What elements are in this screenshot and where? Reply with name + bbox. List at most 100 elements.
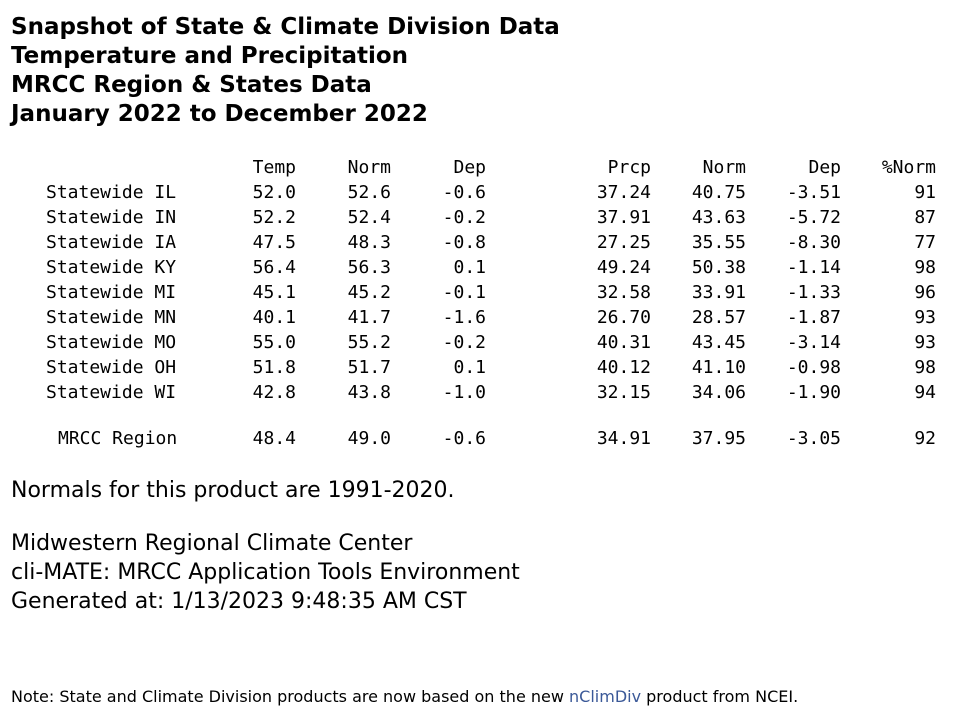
cell-temp: 45.1 <box>252 282 296 303</box>
cell-temp: 47.5 <box>252 232 296 253</box>
cell-temp: 52.2 <box>252 207 296 228</box>
title-line-4: January 2022 to December 2022 <box>11 101 428 127</box>
header-pct-norm: %Norm <box>881 157 936 178</box>
table-row: Statewide OH 51.8 51.7 0.1 40.12 41.10 -0.98 98 <box>0 355 968 380</box>
header-prcp: Prcp <box>607 157 651 178</box>
cell-prcp: 26.70 <box>596 307 651 328</box>
cell-temp: 55.0 <box>252 332 296 353</box>
table-row: Statewide IN 52.2 52.4 -0.2 37.91 43.63 -5.72 8… <box>0 205 968 230</box>
cell-temp-dep: -0.8 <box>442 232 486 253</box>
note-suffix: product from NCEI. <box>641 687 799 706</box>
cell-temp-dep: 0.1 <box>453 257 486 278</box>
cell-prcp-norm: 34.06 <box>691 382 746 403</box>
cell-prcp-norm: 35.55 <box>691 232 746 253</box>
row-label: Statewide OH <box>46 357 177 378</box>
footer-line-2: cli-MATE: MRCC Application Tools Environ… <box>11 560 520 585</box>
cell-prcp: 37.24 <box>596 182 651 203</box>
table-row: Statewide MO 55.0 55.2 -0.2 40.31 43.45 -3.14 9… <box>0 330 968 355</box>
footer-line-1: Midwestern Regional Climate Center <box>11 531 413 556</box>
cell-pct-norm: 87 <box>914 207 936 228</box>
cell-prcp-dep: -8.30 <box>786 232 841 253</box>
cell-prcp-norm: 43.63 <box>691 207 746 228</box>
table-row: Statewide WI 42.8 43.8 -1.0 32.15 34.06 -1.90 9… <box>0 380 968 405</box>
row-label: Statewide IA <box>46 232 177 253</box>
cell-prcp: 32.15 <box>596 382 651 403</box>
cell-prcp: 32.58 <box>596 282 651 303</box>
cell-temp-dep: -0.6 <box>442 182 486 203</box>
cell-pct-norm: 91 <box>914 182 936 203</box>
table-row: Statewide IA 47.5 48.3 -0.8 27.25 35.55 -8.30 7… <box>0 230 968 255</box>
region-prcp-norm: 37.95 <box>691 428 746 449</box>
cell-temp: 51.8 <box>252 357 296 378</box>
table-row: Statewide KY 56.4 56.3 0.1 49.24 50.38 -1.14 98 <box>0 255 968 280</box>
cell-prcp-dep: -1.87 <box>786 307 841 328</box>
cell-temp-dep: 0.1 <box>453 357 486 378</box>
cell-temp-norm: 56.3 <box>347 257 391 278</box>
cell-prcp-norm: 41.10 <box>691 357 746 378</box>
header-temp-norm: Norm <box>347 157 391 178</box>
ncei-note: Note: State and Climate Division product… <box>11 686 798 708</box>
cell-prcp-norm: 33.91 <box>691 282 746 303</box>
cell-prcp-norm: 40.75 <box>691 182 746 203</box>
table-row-region: MRCC Region 48.4 49.0 -0.6 34.91 37.95 -… <box>0 426 968 451</box>
header-temp-dep: Dep <box>453 157 486 178</box>
row-label: Statewide MN <box>46 307 177 328</box>
cell-prcp: 40.12 <box>596 357 651 378</box>
cell-temp-dep: -1.6 <box>442 307 486 328</box>
region-label: MRCC Region <box>58 428 178 449</box>
cell-prcp-dep: -1.14 <box>786 257 841 278</box>
cell-prcp-dep: -3.51 <box>786 182 841 203</box>
cell-temp-norm: 45.2 <box>347 282 391 303</box>
normals-note: Normals for this product are 1991-2020. <box>11 478 455 503</box>
report-title: Snapshot of State & Climate Division Dat… <box>11 13 560 129</box>
cell-pct-norm: 98 <box>914 257 936 278</box>
cell-temp-dep: -0.2 <box>442 207 486 228</box>
header-prcp-dep: Dep <box>808 157 841 178</box>
nclimdiv-link[interactable]: nClimDiv <box>569 687 642 706</box>
table-header-row: Temp Norm Dep Prcp Norm Dep %Norm <box>0 155 968 180</box>
header-prcp-norm: Norm <box>702 157 746 178</box>
footer-line-3: Generated at: 1/13/2023 9:48:35 AM CST <box>11 589 467 614</box>
table-row: Statewide MI 45.1 45.2 -0.1 32.58 33.91 -1.33 9… <box>0 280 968 305</box>
cell-prcp: 27.25 <box>596 232 651 253</box>
cell-prcp-norm: 28.57 <box>691 307 746 328</box>
cell-temp-norm: 55.2 <box>347 332 391 353</box>
table-row: Statewide MN 40.1 41.7 -1.6 26.70 28.57 -1.87 9… <box>0 305 968 330</box>
table-row: Statewide IL 52.0 52.6 -0.6 37.24 40.75 -3.51 9… <box>0 180 968 205</box>
cell-pct-norm: 96 <box>914 282 936 303</box>
cell-temp-dep: -0.1 <box>442 282 486 303</box>
cell-prcp: 40.31 <box>596 332 651 353</box>
cell-temp-norm: 48.3 <box>347 232 391 253</box>
cell-prcp: 37.91 <box>596 207 651 228</box>
row-label: Statewide MI <box>46 282 177 303</box>
cell-pct-norm: 98 <box>914 357 936 378</box>
cell-pct-norm: 94 <box>914 382 936 403</box>
row-label: Statewide MO <box>46 332 177 353</box>
cell-prcp-dep: -1.33 <box>786 282 841 303</box>
row-label: Statewide IL <box>46 182 177 203</box>
title-line-2: Temperature and Precipitation <box>11 43 409 69</box>
cell-temp-norm: 52.6 <box>347 182 391 203</box>
note-prefix: Note: State and Climate Division product… <box>11 687 570 706</box>
region-temp-dep: -0.6 <box>442 428 486 449</box>
cell-temp-norm: 52.4 <box>347 207 391 228</box>
cell-temp: 52.0 <box>252 182 296 203</box>
header-temp: Temp <box>252 157 296 178</box>
cell-pct-norm: 93 <box>914 332 936 353</box>
region-prcp: 34.91 <box>596 428 651 449</box>
region-temp: 48.4 <box>252 428 296 449</box>
title-line-1: Snapshot of State & Climate Division Dat… <box>11 14 560 40</box>
cell-temp-norm: 51.7 <box>347 357 391 378</box>
cell-prcp: 49.24 <box>596 257 651 278</box>
cell-temp-norm: 43.8 <box>347 382 391 403</box>
row-label: Statewide WI <box>46 382 177 403</box>
region-pct-norm: 92 <box>914 428 936 449</box>
region-prcp-dep: -3.05 <box>786 428 841 449</box>
cell-temp: 40.1 <box>252 307 296 328</box>
cell-prcp-dep: -3.14 <box>786 332 841 353</box>
cell-temp-dep: -0.2 <box>442 332 486 353</box>
cell-prcp-norm: 50.38 <box>691 257 746 278</box>
cell-prcp-dep: -1.90 <box>786 382 841 403</box>
row-label: Statewide KY <box>46 257 177 278</box>
cell-pct-norm: 93 <box>914 307 936 328</box>
